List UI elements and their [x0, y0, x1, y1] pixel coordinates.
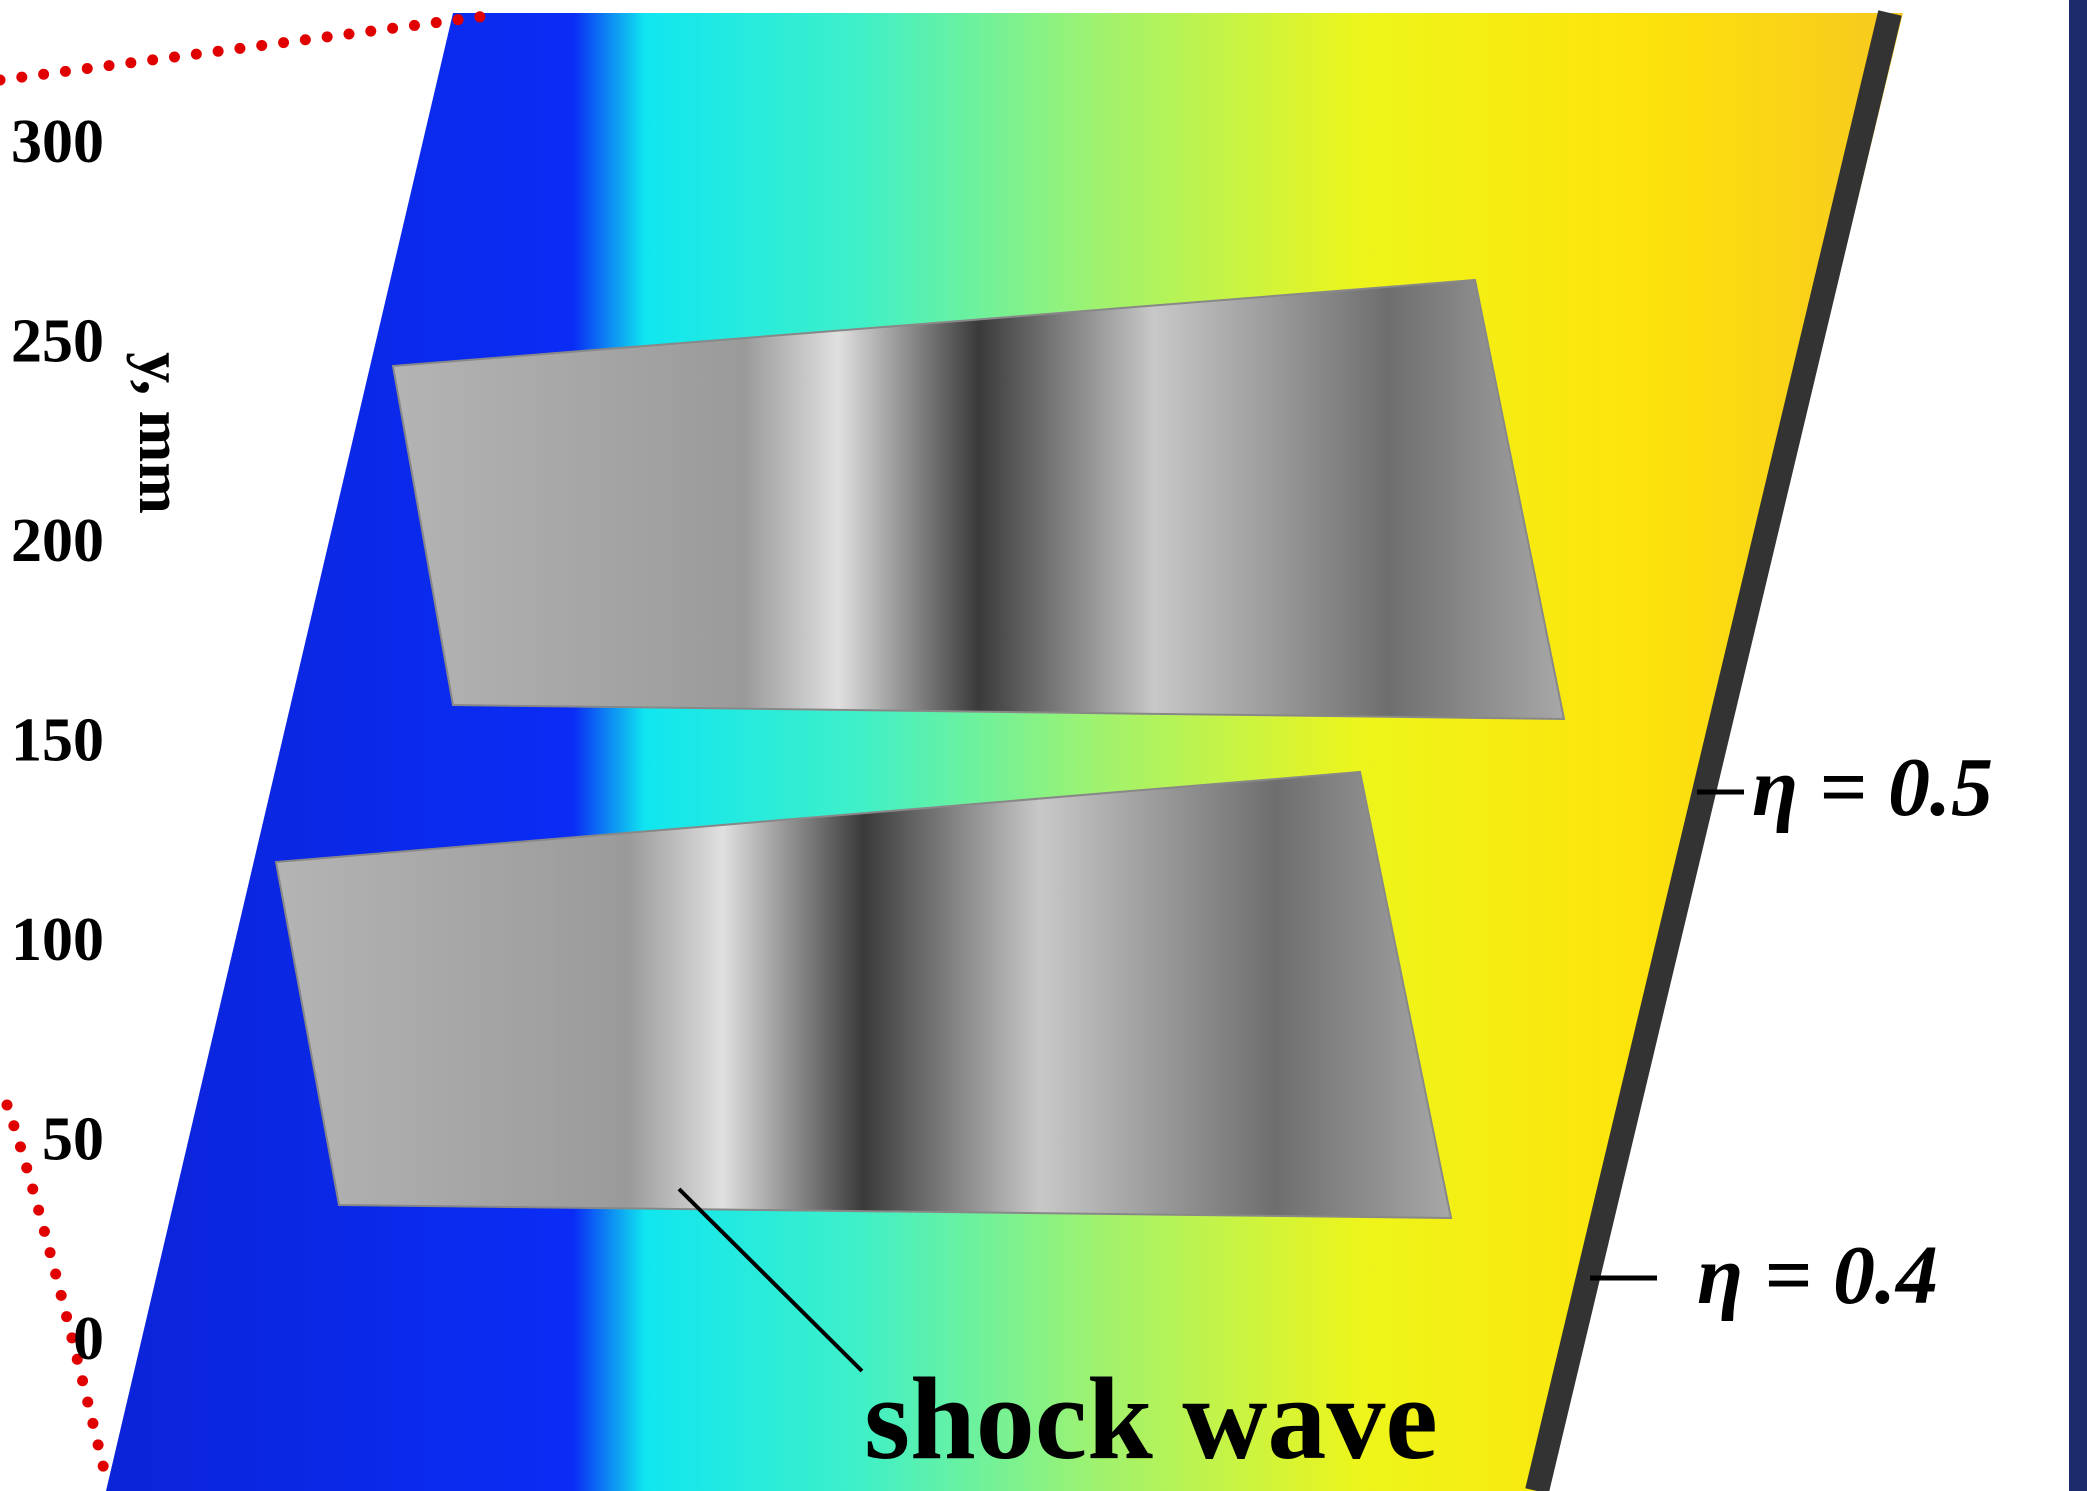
tick-label: 50 [42, 1106, 104, 1174]
axis-title: y, mm [126, 352, 194, 514]
dotted-guide [0, 16, 486, 80]
figure: y, mm 300 250 200 150 100 50 0 η = 0.5 η = 0.4… [0, 0, 2087, 1491]
tick-label: 300 [11, 108, 104, 176]
annotation: shock wave [864, 1353, 1438, 1484]
annotation: η = 0.5 [1752, 741, 1993, 834]
tick-label: 100 [11, 906, 104, 974]
annotation: η = 0.4 [1697, 1229, 1938, 1322]
tick-label: 0 [73, 1305, 104, 1373]
surface-colormap [106, 13, 1903, 1491]
tick-label: 250 [11, 308, 104, 376]
tick-label: 150 [11, 707, 104, 775]
frame-strip [2069, 0, 2087, 1491]
tick-labels: 300 250 200 150 100 50 0 [11, 108, 104, 1373]
tick-label: 200 [11, 507, 104, 575]
